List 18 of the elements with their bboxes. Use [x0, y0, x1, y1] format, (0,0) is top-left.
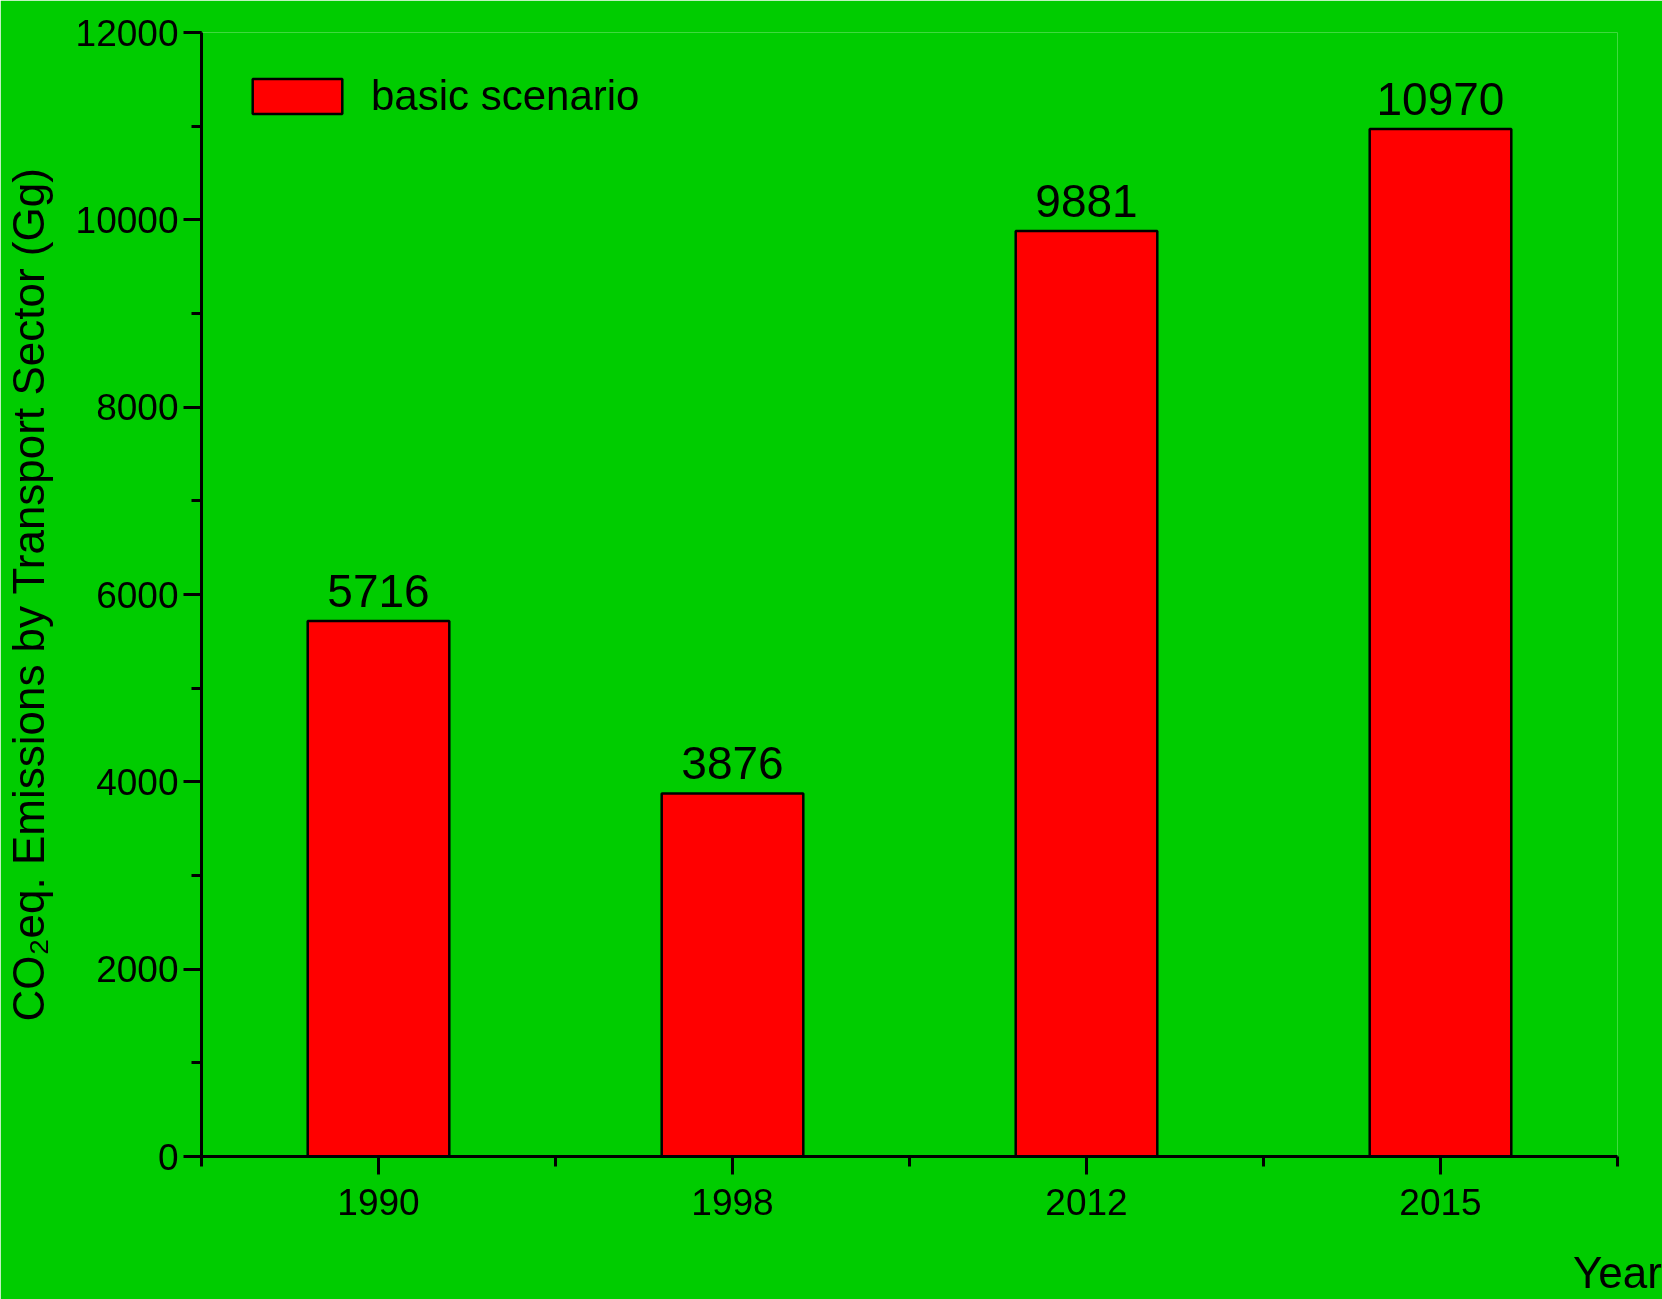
legend-label: basic scenario: [371, 72, 640, 120]
y-axis-title: CO₂eq. Emissions by Transport Sector (Gg): [3, 168, 53, 1022]
y-tick-label: 0: [157, 1136, 179, 1178]
y-tick-label: 4000: [96, 761, 179, 803]
y-tick-label: 6000: [96, 574, 179, 616]
x-tick-label: 1998: [691, 1181, 774, 1223]
data-label: 10970: [1376, 72, 1505, 125]
x-tick-label: 1990: [337, 1181, 420, 1223]
y-tick-label: 8000: [96, 387, 179, 429]
y-tick-label: 10000: [75, 199, 179, 241]
y-tick-label: 2000: [96, 949, 179, 991]
x-tick-label: 2012: [1045, 1181, 1128, 1223]
data-label: 5716: [327, 565, 430, 618]
x-axis-title: Year: [1573, 1247, 1662, 1297]
data-label: 3876: [681, 737, 784, 790]
x-tick-label: 2015: [1399, 1181, 1482, 1223]
y-tick-label: 12000: [75, 12, 179, 54]
data-label: 9881: [1035, 174, 1138, 227]
